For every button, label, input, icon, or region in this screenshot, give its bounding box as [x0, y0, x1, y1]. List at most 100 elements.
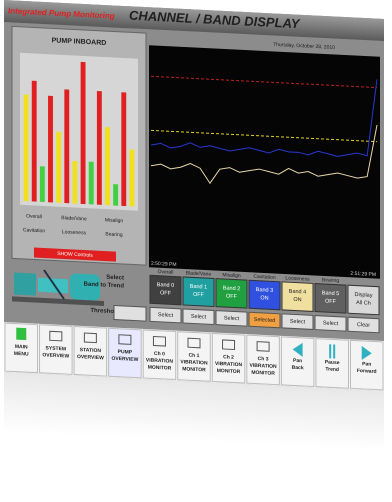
select-button-label: Select: [158, 312, 174, 319]
nav-label: STATION: [80, 347, 102, 354]
pump-body: [70, 273, 100, 301]
band-button-label: Display: [354, 292, 372, 299]
select-button[interactable]: [281, 313, 314, 330]
nav-button[interactable]: [108, 327, 142, 379]
select-button[interactable]: [248, 311, 281, 329]
nav-label: MONITOR: [182, 366, 206, 373]
nav-arrow: [361, 345, 372, 360]
band-label: Blade/Vane: [186, 270, 212, 277]
band-button[interactable]: [248, 279, 281, 311]
nav-label: Ch 0: [154, 351, 165, 358]
time-label: 2:51:29 PM: [350, 271, 376, 278]
nav-button[interactable]: [177, 331, 211, 382]
select-button-label: Select: [323, 320, 339, 327]
nav-label: SYSTEM: [46, 345, 67, 352]
band-button[interactable]: [281, 281, 314, 312]
bar: [121, 92, 127, 207]
nav-icon: [49, 330, 63, 342]
bar-group-label: Bearing: [105, 231, 122, 238]
bar-title: PUMP INBOARD: [52, 37, 107, 47]
reflection: [4, 372, 384, 452]
nav-button[interactable]: [142, 329, 177, 381]
band-label: Looseness: [285, 275, 310, 282]
bar-group-label: Overall: [26, 213, 42, 220]
header-bar: [4, 0, 384, 42]
nav-label: Ch 3: [258, 356, 269, 363]
band-button[interactable]: [149, 274, 182, 306]
nav-label: Pause: [325, 359, 340, 366]
pump-base: [12, 296, 104, 307]
band-button-label: Band 3: [256, 287, 273, 294]
hmi-panel: Integrated Pump Monitoring CHANNEL / BAND…: [4, 0, 384, 392]
nav-label: MONITOR: [148, 365, 172, 372]
nav-label: MONITOR: [217, 368, 241, 375]
reflection-band: [4, 372, 384, 452]
bar-area: [20, 52, 138, 211]
coupling: [38, 277, 68, 294]
band-label: Misalign: [222, 272, 241, 279]
select-button-label: Selected: [254, 317, 275, 324]
nav-label: Pan: [293, 358, 302, 364]
nav-icon: [118, 334, 132, 345]
nav-button[interactable]: [246, 334, 280, 386]
select-button[interactable]: [113, 304, 147, 322]
nav-label: VIBRATION: [215, 361, 243, 368]
band-button-label: Band 1: [190, 284, 207, 291]
band-button[interactable]: [182, 276, 215, 308]
select-button-label: Select: [191, 314, 207, 321]
nav-button[interactable]: [315, 338, 349, 389]
nav-button[interactable]: [73, 325, 108, 377]
nav-label: VIBRATION: [250, 363, 278, 370]
bar: [72, 160, 78, 204]
select-button[interactable]: [347, 316, 380, 334]
nav-label: VIBRATION: [180, 359, 208, 366]
nav-icon: [83, 332, 97, 344]
select-button[interactable]: [314, 315, 347, 332]
select-prompt: Select: [106, 275, 124, 282]
bar: [39, 166, 45, 203]
show-button[interactable]: [34, 247, 116, 262]
band-label: Overall: [158, 269, 174, 276]
nav-label: Back: [292, 365, 304, 372]
bar: [31, 80, 37, 202]
band-label: Cavitation: [253, 274, 275, 281]
select-button[interactable]: [215, 310, 248, 327]
select-button[interactable]: [149, 306, 182, 324]
select-button[interactable]: [182, 308, 215, 326]
band-button[interactable]: [347, 284, 380, 316]
pointer: [43, 269, 65, 300]
nav-button[interactable]: [349, 339, 384, 391]
band-button-label: All Ch: [356, 300, 371, 307]
nav-button[interactable]: [280, 336, 315, 388]
nav-button[interactable]: [211, 332, 246, 384]
threshold-line: [151, 129, 377, 143]
select-button-label: Clear: [357, 322, 370, 329]
bar: [129, 149, 135, 207]
bar: [48, 95, 53, 203]
nav-label: PUMP: [118, 349, 133, 356]
time-label: 2:50:29 PM: [151, 261, 177, 268]
band-button[interactable]: [215, 278, 248, 309]
nav-icon: [256, 341, 270, 352]
band-button[interactable]: [314, 283, 347, 314]
band-label: Bearing: [322, 277, 339, 284]
nav-label: OVERVIEW: [77, 354, 104, 361]
nav-label: Trend: [325, 366, 339, 373]
nav-button[interactable]: [39, 324, 73, 375]
bar: [105, 126, 110, 206]
nav-button[interactable]: [4, 322, 39, 374]
band-button-label: Band 0: [157, 282, 174, 289]
band-button-label: Band 5: [322, 290, 339, 297]
nav-label: MONITOR: [251, 370, 275, 377]
bar: [96, 91, 102, 205]
bar: [64, 89, 70, 204]
band-button-label: Band 2: [223, 285, 240, 292]
nav-label: Ch 1: [189, 353, 200, 360]
bar: [80, 61, 86, 205]
band-button-label: OFF: [325, 299, 337, 306]
nav-icon: [16, 327, 27, 341]
select-prompt: Band to Trend: [84, 282, 125, 290]
band-button-label: Band 4: [289, 289, 306, 296]
select-button-label: Select: [290, 319, 306, 326]
